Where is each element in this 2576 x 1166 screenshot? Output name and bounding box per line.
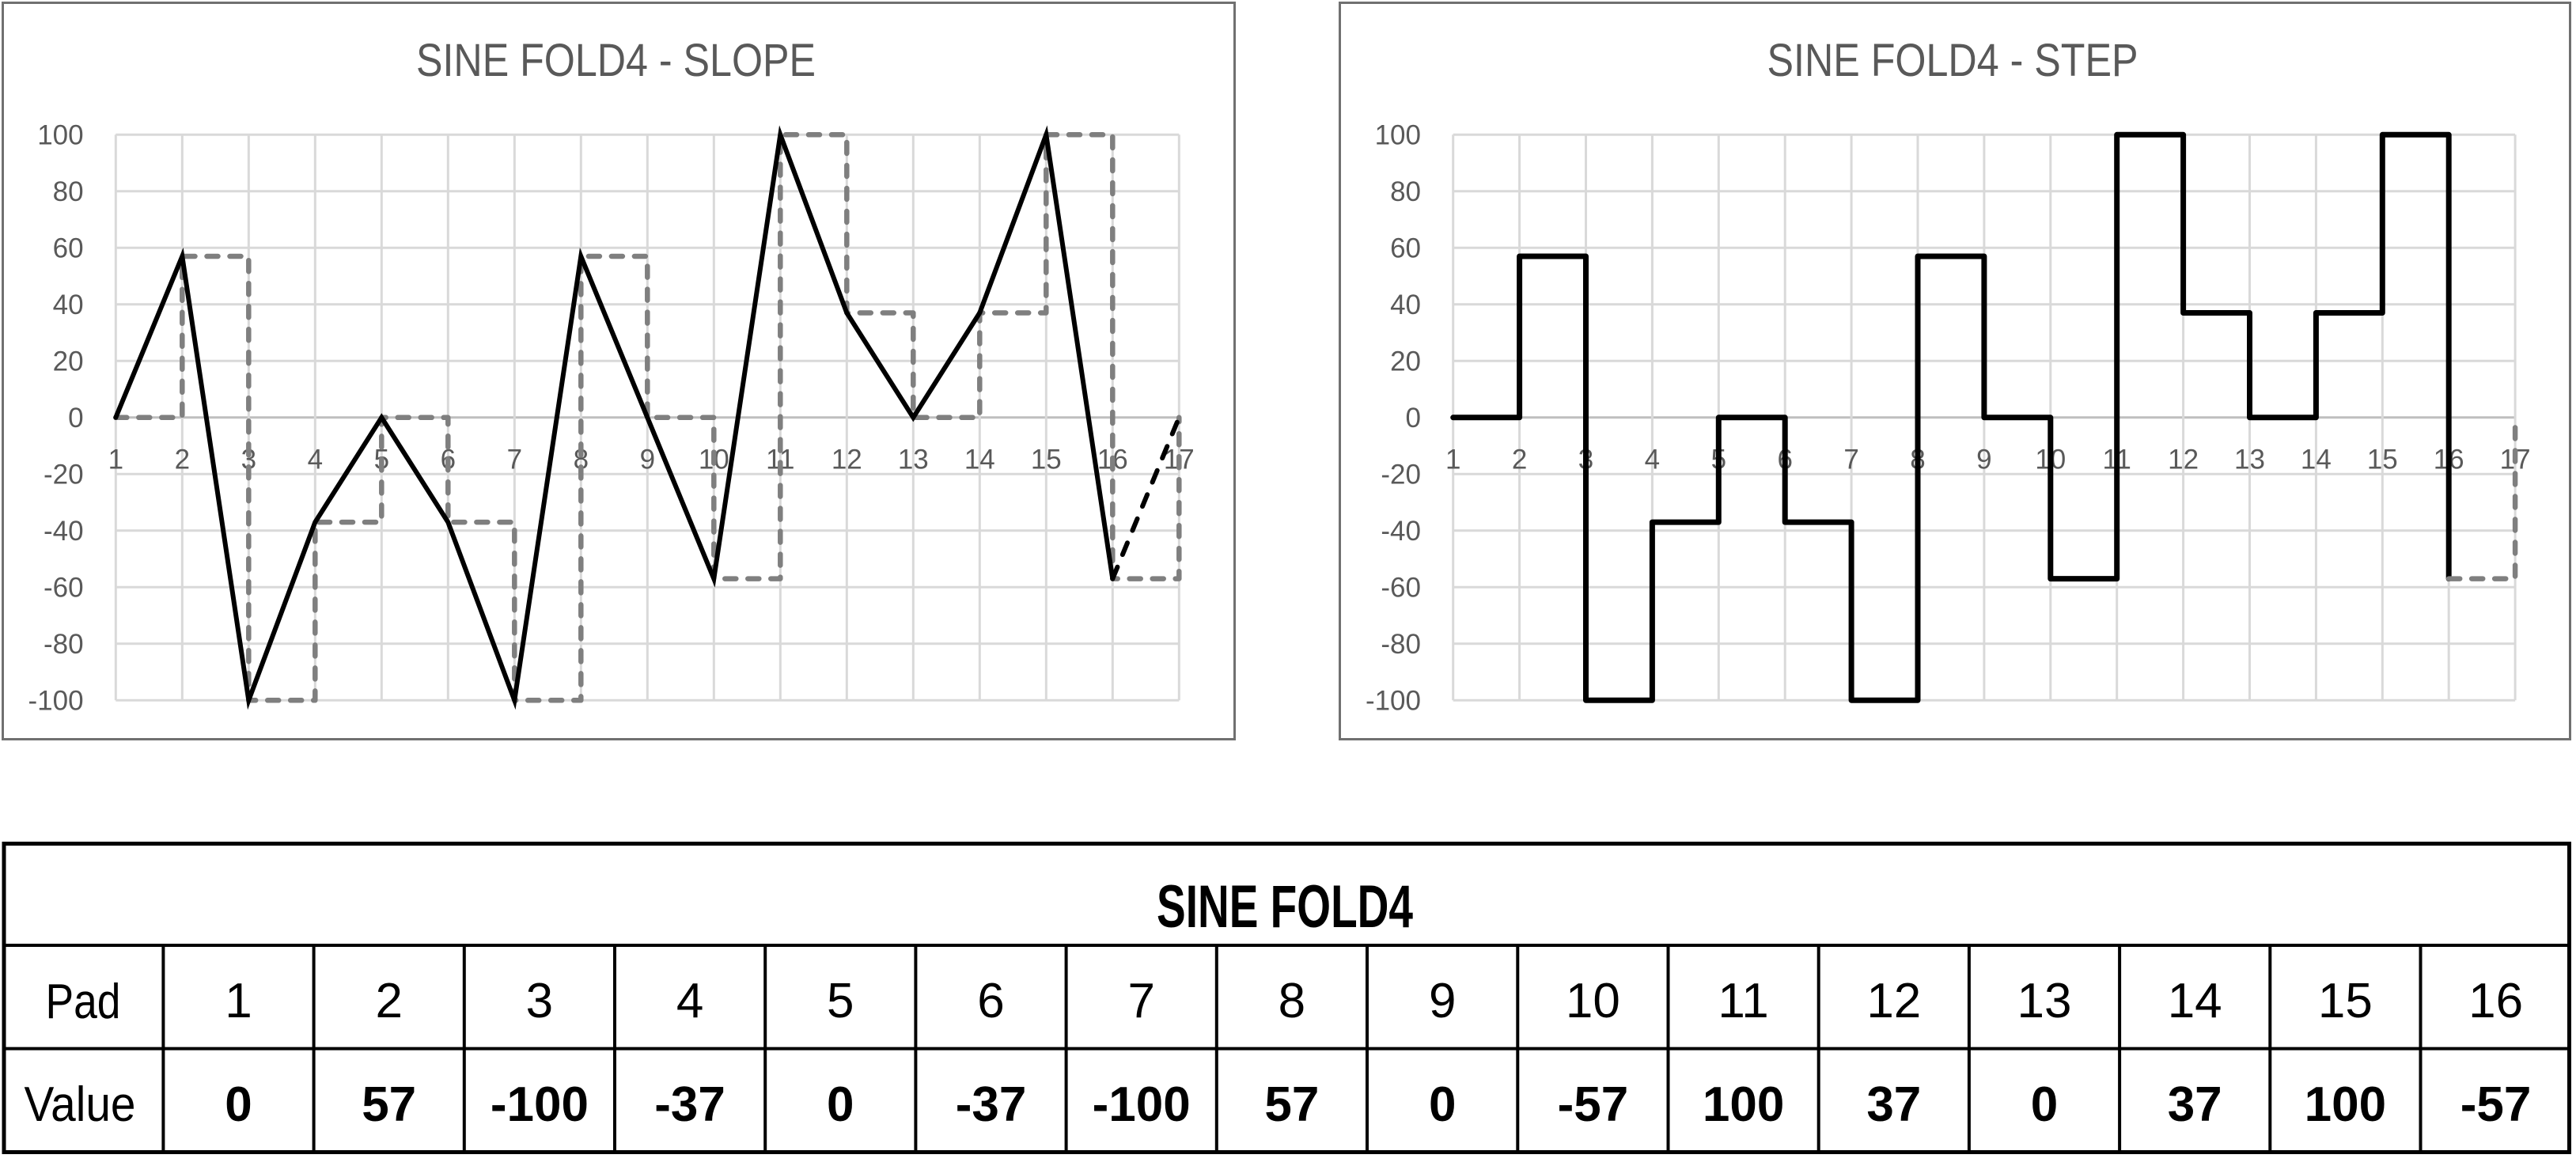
svg-text:12: 12 bbox=[832, 444, 862, 475]
svg-text:-100: -100 bbox=[1093, 1077, 1191, 1132]
svg-text:1: 1 bbox=[108, 444, 123, 475]
svg-text:7: 7 bbox=[1127, 974, 1154, 1028]
svg-text:40: 40 bbox=[1390, 290, 1421, 320]
svg-text:9: 9 bbox=[1976, 444, 1991, 475]
svg-text:1: 1 bbox=[1445, 444, 1460, 475]
svg-text:14: 14 bbox=[964, 444, 995, 475]
svg-text:8: 8 bbox=[574, 444, 589, 475]
svg-text:-37: -37 bbox=[956, 1077, 1027, 1132]
svg-text:15: 15 bbox=[1031, 444, 1062, 475]
svg-text:-57: -57 bbox=[1558, 1077, 1629, 1132]
svg-text:13: 13 bbox=[898, 444, 929, 475]
svg-text:7: 7 bbox=[1843, 444, 1858, 475]
svg-text:4: 4 bbox=[1645, 444, 1660, 475]
svg-text:-100: -100 bbox=[1366, 686, 1421, 717]
svg-text:4: 4 bbox=[676, 974, 703, 1028]
svg-text:80: 80 bbox=[53, 176, 84, 207]
svg-text:-100: -100 bbox=[491, 1077, 589, 1132]
svg-text:0: 0 bbox=[225, 1077, 252, 1132]
svg-text:14: 14 bbox=[2301, 444, 2332, 475]
svg-text:-60: -60 bbox=[44, 573, 84, 604]
svg-text:100: 100 bbox=[37, 120, 83, 151]
svg-text:2: 2 bbox=[375, 974, 402, 1028]
svg-text:100: 100 bbox=[2305, 1077, 2386, 1132]
svg-text:0: 0 bbox=[827, 1077, 854, 1132]
svg-text:8: 8 bbox=[1279, 974, 1305, 1028]
svg-text:20: 20 bbox=[1390, 346, 1421, 377]
svg-text:-57: -57 bbox=[2460, 1077, 2532, 1132]
svg-text:11: 11 bbox=[1718, 974, 1768, 1028]
svg-text:0: 0 bbox=[68, 403, 83, 433]
svg-text:100: 100 bbox=[1375, 120, 1421, 151]
svg-text:2: 2 bbox=[175, 444, 190, 475]
svg-text:13: 13 bbox=[2234, 444, 2265, 475]
svg-text:60: 60 bbox=[53, 233, 84, 264]
svg-text:60: 60 bbox=[1390, 233, 1421, 264]
svg-text:100: 100 bbox=[1703, 1077, 1784, 1132]
svg-text:-100: -100 bbox=[28, 686, 84, 717]
svg-text:13: 13 bbox=[2017, 974, 2072, 1028]
svg-text:Pad: Pad bbox=[46, 975, 121, 1029]
svg-text:14: 14 bbox=[2168, 974, 2222, 1028]
svg-text:-40: -40 bbox=[44, 516, 84, 547]
svg-text:SINE FOLD4 - STEP: SINE FOLD4 - STEP bbox=[1767, 35, 2138, 86]
svg-text:37: 37 bbox=[1866, 1077, 1921, 1132]
svg-text:80: 80 bbox=[1390, 176, 1421, 207]
svg-text:9: 9 bbox=[640, 444, 655, 475]
svg-text:-20: -20 bbox=[1381, 460, 1421, 490]
svg-text:16: 16 bbox=[2468, 974, 2523, 1028]
svg-text:0: 0 bbox=[1406, 403, 1421, 433]
svg-text:15: 15 bbox=[2367, 444, 2398, 475]
svg-text:2: 2 bbox=[1512, 444, 1527, 475]
svg-text:1: 1 bbox=[225, 974, 252, 1028]
svg-text:15: 15 bbox=[2318, 974, 2373, 1028]
svg-text:-80: -80 bbox=[44, 629, 84, 660]
svg-text:20: 20 bbox=[53, 346, 84, 377]
svg-text:0: 0 bbox=[1429, 1077, 1456, 1132]
svg-text:57: 57 bbox=[1264, 1077, 1319, 1132]
svg-text:-37: -37 bbox=[654, 1077, 725, 1132]
svg-text:3: 3 bbox=[241, 444, 256, 475]
svg-text:SINE FOLD4: SINE FOLD4 bbox=[1157, 873, 1413, 941]
svg-text:Value: Value bbox=[25, 1077, 136, 1132]
svg-text:3: 3 bbox=[526, 974, 553, 1028]
svg-text:12: 12 bbox=[2168, 444, 2199, 475]
svg-text:10: 10 bbox=[1566, 974, 1620, 1028]
svg-text:4: 4 bbox=[308, 444, 323, 475]
svg-text:-40: -40 bbox=[1381, 516, 1421, 547]
svg-text:6: 6 bbox=[977, 974, 1004, 1028]
svg-text:-80: -80 bbox=[1381, 629, 1421, 660]
svg-text:40: 40 bbox=[53, 290, 84, 320]
svg-text:-20: -20 bbox=[44, 460, 84, 490]
svg-text:5: 5 bbox=[827, 974, 854, 1028]
svg-text:9: 9 bbox=[1429, 974, 1456, 1028]
svg-text:0: 0 bbox=[2031, 1077, 2058, 1132]
svg-text:-60: -60 bbox=[1381, 573, 1421, 604]
svg-text:SINE FOLD4 - SLOPE: SINE FOLD4 - SLOPE bbox=[416, 35, 816, 86]
svg-text:57: 57 bbox=[362, 1077, 416, 1132]
svg-text:12: 12 bbox=[1866, 974, 1921, 1028]
svg-text:37: 37 bbox=[2168, 1077, 2222, 1132]
svg-text:7: 7 bbox=[507, 444, 522, 475]
